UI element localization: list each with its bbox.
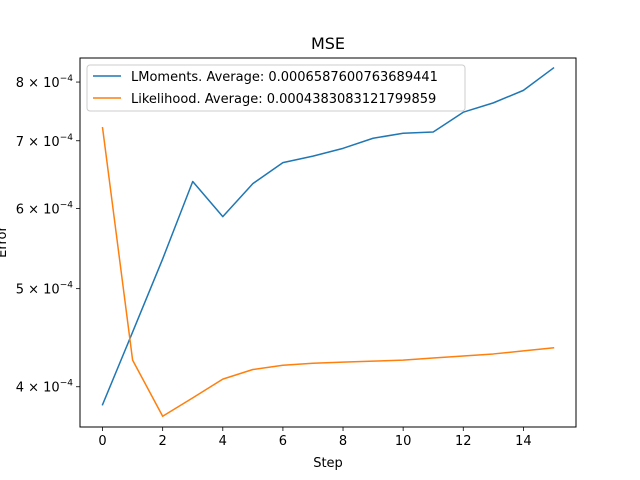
x-tick-label: 12: [455, 434, 472, 449]
plot-area-frame: [79, 57, 577, 428]
y-tick-label: 8 × 10−4: [16, 74, 74, 91]
x-tick-label: 2: [159, 434, 167, 449]
legend-label-1: Likelihood. Average: 0.00043830831217998…: [131, 92, 436, 107]
x-axis-label: Step: [313, 456, 343, 471]
x-tick-label: 8: [339, 434, 347, 449]
x-tick-label: 0: [98, 434, 106, 449]
y-tick-label: 6 × 10−4: [16, 201, 74, 218]
y-tick-label: 5 × 10−4: [16, 281, 74, 298]
x-tick-label: 6: [279, 434, 287, 449]
y-tick-label: 7 × 10−4: [16, 133, 74, 150]
y-axis-ticks: 4 × 10−4 5 × 10−4 6 × 10−4 7 × 10−4 8 × 10−4: [16, 74, 80, 396]
x-axis-ticks: 0 2 4 6 8 10 12 14: [98, 427, 532, 449]
legend-box: [86, 64, 466, 112]
legend: LMoments. Average: 0.0006587600763689441…: [86, 64, 466, 112]
x-tick-label: 14: [515, 434, 532, 449]
legend-label-0: LMoments. Average: 0.0006587600763689441: [131, 70, 438, 85]
x-tick-label: 10: [395, 434, 412, 449]
plot-lines: [101, 66, 555, 418]
y-axis-label: Error: [0, 226, 10, 258]
series-line-0: [101, 66, 555, 406]
chart-title: MSE: [311, 34, 345, 53]
y-tick-label: 4 × 10−4: [16, 379, 74, 396]
x-tick-label: 4: [219, 434, 227, 449]
series-line-1: [101, 126, 555, 418]
